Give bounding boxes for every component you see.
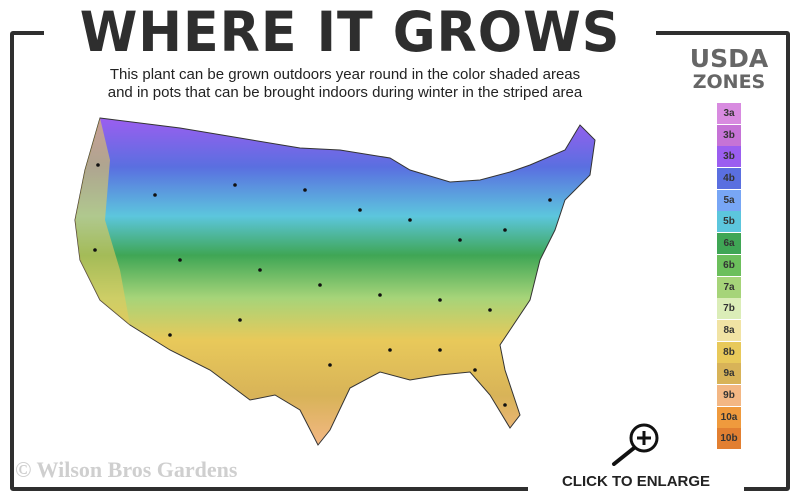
legend-zone-9b: 9b — [717, 384, 741, 406]
legend-zone-4b: 4b — [717, 168, 741, 190]
legend-zone-3b: 3b — [717, 124, 741, 146]
enlarge-mask — [528, 470, 744, 500]
legend-zone-8b: 8b — [717, 341, 741, 363]
legend-title-line-1: USDA — [689, 44, 769, 73]
subtitle-line-2: and in pots that can be brought indoors … — [107, 84, 583, 101]
legend-zone-10b: 10b — [717, 428, 741, 450]
magnifier-plus-icon[interactable] — [608, 422, 664, 466]
legend-zone-3b: 3b — [717, 146, 741, 168]
legend-zone-6a: 6a — [717, 233, 741, 255]
legend-title-line-2: ZONES — [692, 71, 766, 93]
subtitle-line-1: This plant can be grown outdoors year ro… — [109, 66, 581, 83]
click-to-enlarge-button[interactable]: CLICK TO ENLARGE — [561, 473, 711, 490]
zone-legend: 3a 3b 3b 4b 5a 5b 6a 6b 7a 7b 8a 8b 9a 9b 10a 10b — [717, 103, 741, 450]
legend-zone-7b: 7b — [717, 298, 741, 320]
legend-zone-7a: 7a — [717, 276, 741, 298]
legend-zone-9a: 9a — [717, 363, 741, 385]
state-capital-dots — [93, 163, 552, 407]
legend-zone-6b: 6b — [717, 254, 741, 276]
legend-title: USDA ZONES — [676, 44, 782, 93]
legend-zone-3a: 3a — [717, 103, 741, 124]
legend-zone-10a: 10a — [717, 406, 741, 428]
legend-zone-5b: 5b — [717, 211, 741, 233]
legend-zone-8a: 8a — [717, 319, 741, 341]
us-outline — [74, 117, 596, 446]
page-title: WHERE IT GROWS — [79, 0, 621, 64]
legend-zone-5a: 5a — [717, 189, 741, 211]
usda-zone-map[interactable] — [60, 110, 620, 455]
west-coast-warm-zone — [75, 118, 130, 325]
subtitle: This plant can be grown outdoors year ro… — [50, 66, 640, 102]
copyright-watermark: © Wilson Bros Gardens — [15, 457, 238, 482]
title-mask — [44, 20, 656, 44]
